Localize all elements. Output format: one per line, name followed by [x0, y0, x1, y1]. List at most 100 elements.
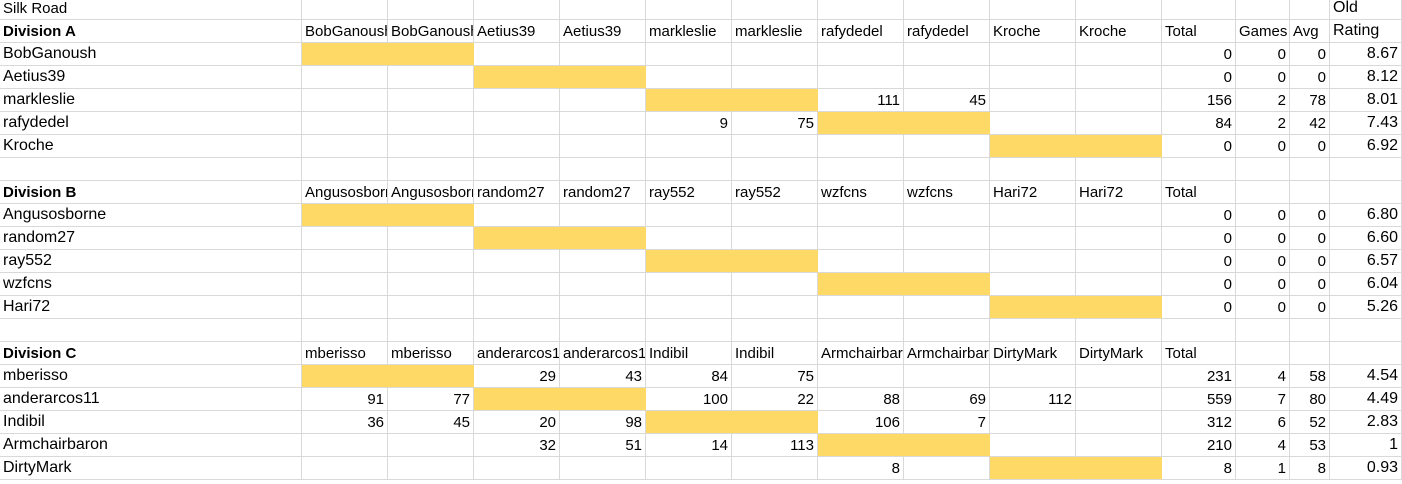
cell-text[interactable]: 0	[1236, 43, 1290, 66]
empty-cell[interactable]	[646, 0, 732, 20]
highlight-cell[interactable]	[990, 457, 1076, 480]
empty-cell[interactable]	[474, 273, 560, 296]
empty-cell[interactable]	[388, 273, 474, 296]
highlight-cell[interactable]	[904, 273, 990, 296]
cell-text[interactable]: 156	[1162, 89, 1236, 112]
cell-text[interactable]: BobGanoush	[302, 20, 388, 43]
cell-text[interactable]: 29	[474, 365, 560, 388]
empty-cell[interactable]	[1330, 181, 1402, 204]
cell-text[interactable]: Games	[1236, 20, 1290, 43]
cell-text[interactable]: 53	[1290, 434, 1330, 457]
empty-cell[interactable]	[732, 135, 818, 158]
cell-text[interactable]: 8.12	[1330, 66, 1402, 89]
empty-cell[interactable]	[990, 434, 1076, 457]
empty-cell[interactable]	[1236, 158, 1290, 181]
empty-cell[interactable]	[732, 227, 818, 250]
cell-text[interactable]: Armchairbaron	[818, 342, 904, 365]
highlight-cell[interactable]	[904, 434, 990, 457]
cell-text[interactable]: Indibil	[732, 342, 818, 365]
empty-cell[interactable]	[904, 319, 990, 342]
empty-cell[interactable]	[388, 135, 474, 158]
cell-text[interactable]: 8	[1162, 457, 1236, 480]
cell-text[interactable]: Total	[1162, 342, 1236, 365]
empty-cell[interactable]	[474, 204, 560, 227]
cell-text[interactable]: markleslie	[0, 89, 302, 112]
empty-cell[interactable]	[646, 273, 732, 296]
empty-cell[interactable]	[302, 434, 388, 457]
empty-cell[interactable]	[1236, 319, 1290, 342]
cell-text[interactable]: mberisso	[302, 342, 388, 365]
empty-cell[interactable]	[818, 204, 904, 227]
highlight-cell[interactable]	[474, 227, 560, 250]
cell-text[interactable]: 1	[1330, 434, 1402, 457]
empty-cell[interactable]	[904, 250, 990, 273]
cell-text[interactable]: 52	[1290, 411, 1330, 434]
empty-cell[interactable]	[1290, 0, 1330, 20]
empty-cell[interactable]	[0, 319, 302, 342]
highlight-cell[interactable]	[990, 135, 1076, 158]
empty-cell[interactable]	[818, 66, 904, 89]
empty-cell[interactable]	[302, 0, 388, 20]
cell-text[interactable]: 231	[1162, 365, 1236, 388]
cell-text[interactable]: 42	[1290, 112, 1330, 135]
cell-text[interactable]: BobGanoush	[0, 43, 302, 66]
highlight-cell[interactable]	[388, 43, 474, 66]
cell-text[interactable]: 75	[732, 365, 818, 388]
empty-cell[interactable]	[302, 135, 388, 158]
cell-text[interactable]: 4	[1236, 365, 1290, 388]
cell-text[interactable]: Hari72	[0, 296, 302, 319]
empty-cell[interactable]	[1162, 158, 1236, 181]
cell-text[interactable]: 36	[302, 411, 388, 434]
empty-cell[interactable]	[646, 204, 732, 227]
cell-text[interactable]: 2	[1236, 89, 1290, 112]
empty-cell[interactable]	[646, 296, 732, 319]
cell-text[interactable]: 0	[1162, 227, 1236, 250]
cell-text[interactable]: DirtyMark	[1076, 342, 1162, 365]
cell-text[interactable]: mberisso	[388, 342, 474, 365]
empty-cell[interactable]	[302, 112, 388, 135]
highlight-cell[interactable]	[646, 250, 732, 273]
cell-text[interactable]: 84	[646, 365, 732, 388]
cell-text[interactable]: 80	[1290, 388, 1330, 411]
empty-cell[interactable]	[474, 43, 560, 66]
empty-cell[interactable]	[560, 273, 646, 296]
empty-cell[interactable]	[1076, 112, 1162, 135]
cell-text[interactable]: 0	[1162, 66, 1236, 89]
cell-text[interactable]: 0	[1236, 66, 1290, 89]
cell-text[interactable]: wzfcns	[818, 181, 904, 204]
empty-cell[interactable]	[904, 43, 990, 66]
cell-text[interactable]: rafydedel	[0, 112, 302, 135]
cell-text[interactable]: 1	[1236, 457, 1290, 480]
empty-cell[interactable]	[302, 319, 388, 342]
cell-text[interactable]: anderarcos11	[474, 342, 560, 365]
cell-text[interactable]: 43	[560, 365, 646, 388]
empty-cell[interactable]	[646, 457, 732, 480]
highlight-cell[interactable]	[388, 365, 474, 388]
empty-cell[interactable]	[302, 66, 388, 89]
empty-cell[interactable]	[646, 227, 732, 250]
cell-text[interactable]: Division B	[0, 181, 302, 204]
cell-text[interactable]: 98	[560, 411, 646, 434]
cell-text[interactable]: DirtyMark	[990, 342, 1076, 365]
empty-cell[interactable]	[388, 0, 474, 20]
highlight-cell[interactable]	[646, 411, 732, 434]
highlight-cell[interactable]	[388, 204, 474, 227]
empty-cell[interactable]	[818, 0, 904, 20]
empty-cell[interactable]	[904, 0, 990, 20]
cell-text[interactable]: random27	[560, 181, 646, 204]
empty-cell[interactable]	[388, 250, 474, 273]
empty-cell[interactable]	[1076, 89, 1162, 112]
cell-text[interactable]: Angusosborne	[302, 181, 388, 204]
empty-cell[interactable]	[904, 365, 990, 388]
highlight-cell[interactable]	[560, 227, 646, 250]
empty-cell[interactable]	[990, 89, 1076, 112]
empty-cell[interactable]	[388, 296, 474, 319]
cell-text[interactable]: Aetius39	[0, 66, 302, 89]
empty-cell[interactable]	[560, 457, 646, 480]
empty-cell[interactable]	[302, 89, 388, 112]
highlight-cell[interactable]	[1076, 296, 1162, 319]
cell-text[interactable]: 58	[1290, 365, 1330, 388]
cell-text[interactable]: Division A	[0, 20, 302, 43]
empty-cell[interactable]	[990, 204, 1076, 227]
empty-cell[interactable]	[1076, 227, 1162, 250]
